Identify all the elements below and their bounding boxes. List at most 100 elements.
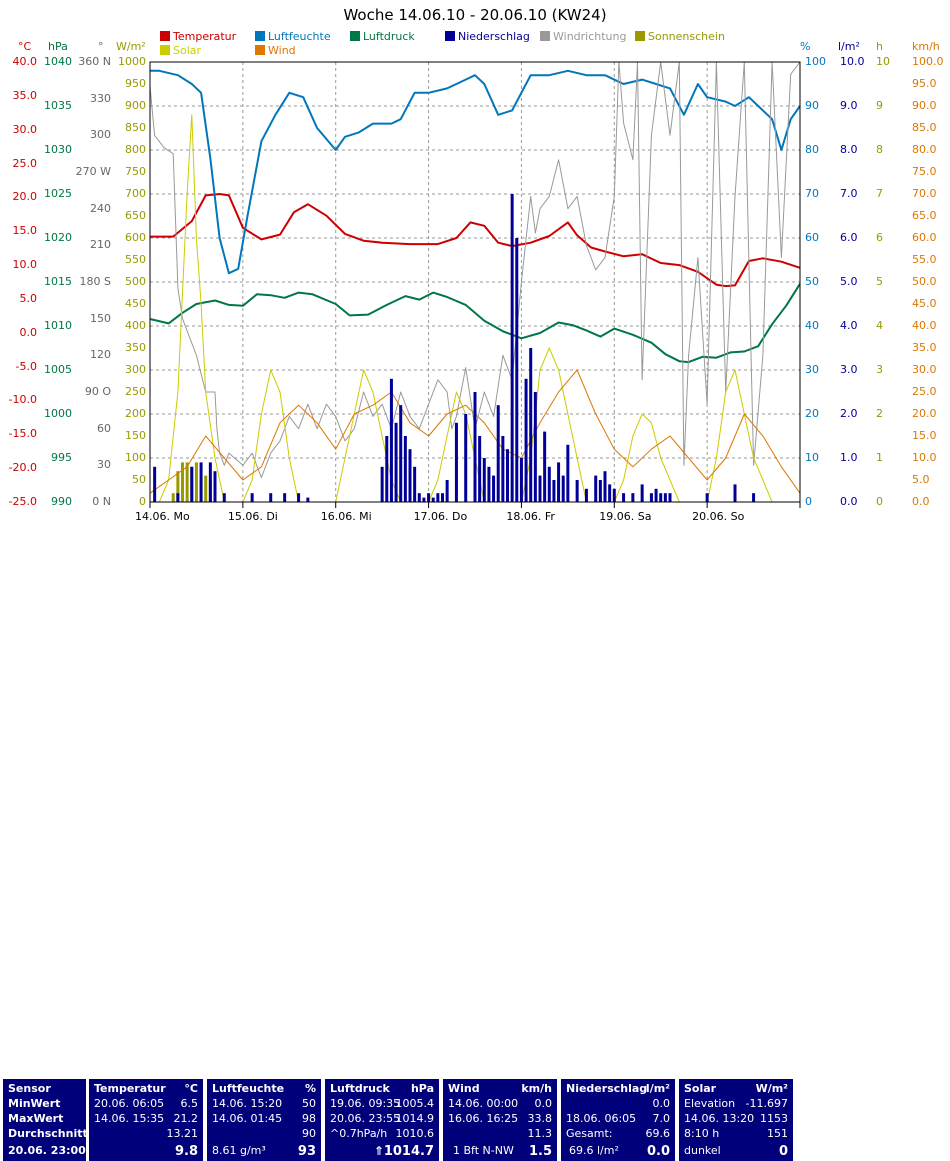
- solar-state: dunkel: [684, 1144, 721, 1157]
- rain-bar: [436, 493, 440, 502]
- wind-max-value: 33.8: [527, 1112, 553, 1125]
- solar-tick-label: 600: [125, 231, 146, 244]
- sun-tick-label: 2: [876, 407, 883, 420]
- solar-axis-unit: W/m²: [116, 40, 146, 53]
- pressure-tick-label: 1035: [44, 99, 72, 112]
- wind-avg-value: 11.3: [527, 1127, 553, 1140]
- temp-axis-unit: °C: [18, 40, 32, 53]
- solar-tick-label: 950: [125, 77, 146, 90]
- winddir-tick-label: 60: [97, 421, 111, 435]
- rain-period-total: 69.6 l/m²: [569, 1144, 619, 1157]
- rain-bar: [441, 493, 444, 502]
- hum-max-time: 14.06. 01:45: [212, 1112, 283, 1125]
- rain-bar: [640, 484, 644, 502]
- series-line-luftdruck: [149, 283, 801, 364]
- solar-tick-label: 100: [125, 451, 146, 464]
- rain-bar: [519, 458, 523, 502]
- sunshine-bar: [176, 471, 180, 502]
- winddir-tick-label: 120: [90, 348, 111, 362]
- solar-unit: W/m²: [755, 1082, 788, 1095]
- wind-tick-label: 75.0: [912, 165, 937, 178]
- pressure-panel: Luftdruck hPa 19.06. 09:35 1005.4 20.06. 2…: [325, 1079, 439, 1161]
- wind-tick-label: 20.0: [912, 407, 937, 420]
- solar-avg-value: 151: [767, 1127, 788, 1140]
- rain-tick-label: 1.0: [840, 451, 858, 464]
- pressure-axis-unit: hPa: [48, 40, 68, 53]
- solar-elevation-value: -11.697: [745, 1097, 788, 1110]
- temp-max-value: 21.2: [173, 1112, 199, 1125]
- rain-bar: [487, 466, 491, 502]
- wind-current-value: 1.5: [528, 1144, 552, 1159]
- winddir-tick-label: 360 N: [78, 55, 111, 68]
- x-tick-label: 16.06. Mi: [320, 510, 372, 523]
- rain-current-value: 0.0: [646, 1144, 670, 1159]
- solar-tick-label: 150: [125, 429, 146, 442]
- sunshine-bar: [185, 462, 189, 502]
- rain-bar: [199, 462, 203, 502]
- wind-tick-label: 65.0: [912, 209, 937, 222]
- rain-tick-label: 3.0: [840, 363, 858, 376]
- temp-tick-label: -25.0: [8, 495, 37, 508]
- sensor-panel: Sensor MinWert MaxWert Durchschnitt 20.0…: [3, 1079, 88, 1161]
- wind-tick-label: 30.0: [912, 363, 937, 376]
- temperature-panel: Temperatur °C 20.06. 06:05 6.5 14.06. 15:3…: [89, 1079, 203, 1161]
- pressure-tick-label: 1020: [44, 231, 72, 244]
- winddir-tick-label: 0 N: [92, 495, 111, 508]
- sunshine-bar: [204, 475, 208, 502]
- solar-sun-hours: 8:10 h: [684, 1127, 720, 1140]
- temp-tick-label: -20.0: [8, 461, 37, 475]
- rain-bar: [269, 493, 273, 502]
- rain-tick-label: 9.0: [840, 99, 858, 112]
- legend-swatch: [160, 31, 170, 41]
- solar-current-value: 0: [778, 1144, 788, 1159]
- pressure-tick-label: 1025: [44, 187, 72, 200]
- humidity-tick-label: 80: [805, 143, 819, 156]
- sun-tick-label: 4: [876, 319, 883, 332]
- sun-tick-label: 5: [876, 275, 883, 288]
- rain-bar: [380, 466, 384, 502]
- x-tick-label: 18.06. Fr: [506, 510, 555, 523]
- hum-min-time: 14.06. 15:20: [212, 1097, 283, 1110]
- winddir-tick-label: 150: [90, 311, 111, 325]
- rain-bar: [176, 493, 180, 502]
- solar-tick-label: 850: [125, 121, 146, 134]
- rain-bar: [561, 475, 565, 502]
- rain-bar: [464, 414, 468, 502]
- solar-tick-label: 350: [125, 341, 146, 354]
- press-min-value: 1005.4: [395, 1097, 435, 1110]
- rain-bar: [654, 488, 658, 502]
- legend-label: Niederschlag: [458, 30, 530, 43]
- humidity-tick-label: 50: [805, 275, 819, 288]
- press-avg-value: 1010.6: [395, 1127, 435, 1140]
- rain-bar: [250, 493, 254, 502]
- rain-max-value: 7.0: [652, 1112, 671, 1125]
- temp-header: Temperatur: [94, 1082, 166, 1095]
- legend-item: Windrichtung: [540, 30, 626, 43]
- rain-bar: [399, 405, 403, 502]
- x-tick-label: 17.06. Do: [413, 510, 468, 523]
- rain-bar: [417, 493, 421, 502]
- temp-unit: °C: [184, 1082, 198, 1095]
- wind-tick-label: 95.0: [912, 77, 937, 90]
- humidity-axis-unit: %: [800, 40, 811, 53]
- legend-swatch: [255, 31, 265, 41]
- sun-tick-label: 7: [876, 187, 883, 200]
- sun-tick-label: 1: [876, 451, 883, 464]
- humidity-tick-label: 40: [805, 319, 819, 332]
- rain-bar: [510, 194, 514, 502]
- rain-tick-label: 0.0: [840, 495, 858, 508]
- weather-chart: [149, 61, 801, 508]
- legend-swatch: [635, 31, 645, 41]
- sun-tick-label: 6: [876, 231, 883, 244]
- humidity-tick-label: 100: [805, 55, 826, 68]
- rain-bar: [478, 436, 482, 502]
- humidity-tick-label: 10: [805, 451, 819, 464]
- wind-tick-label: 35.0: [912, 341, 937, 354]
- humidity-tick-label: 90: [805, 99, 819, 112]
- rain-bar: [612, 488, 616, 502]
- series-line-temperatur: [150, 193, 801, 288]
- sunshine-bar: [194, 462, 198, 502]
- wind-tick-label: 100.0: [912, 55, 944, 68]
- rain-bar: [733, 484, 737, 502]
- rain-tick-label: 4.0: [840, 319, 858, 332]
